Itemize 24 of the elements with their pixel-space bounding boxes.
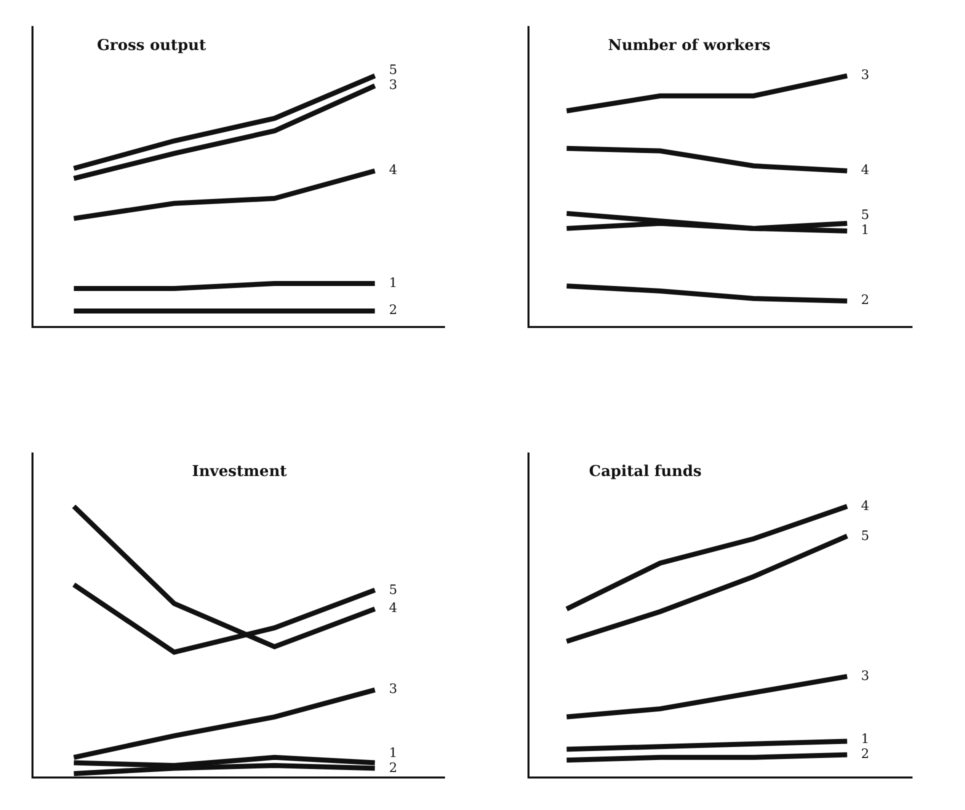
series-label: 4 [389, 163, 398, 178]
series-label: 5 [389, 583, 398, 598]
chart-title: Capital funds [589, 462, 702, 480]
series-label: 3 [389, 682, 398, 697]
series-label: 2 [861, 747, 870, 762]
series-label: 2 [389, 761, 398, 776]
series-label: 1 [861, 732, 870, 747]
series-label: 1 [389, 746, 398, 761]
series-label: 5 [389, 63, 398, 78]
series-label: 1 [861, 223, 870, 238]
series-label: 3 [861, 669, 870, 684]
series-label: 3 [389, 78, 398, 93]
series-label: 1 [389, 276, 398, 291]
series-label: 5 [861, 208, 870, 223]
series-label: 4 [389, 601, 398, 616]
chart-title: Investment [192, 462, 287, 480]
chart-title: Gross output [97, 36, 206, 54]
series-label: 4 [861, 499, 870, 514]
series-label: 3 [861, 68, 870, 83]
series-label: 2 [389, 303, 398, 318]
series-label: 5 [861, 529, 870, 544]
series-label: 4 [861, 163, 870, 178]
series-label: 2 [861, 293, 870, 308]
chart-title: Number of workers [608, 36, 770, 54]
